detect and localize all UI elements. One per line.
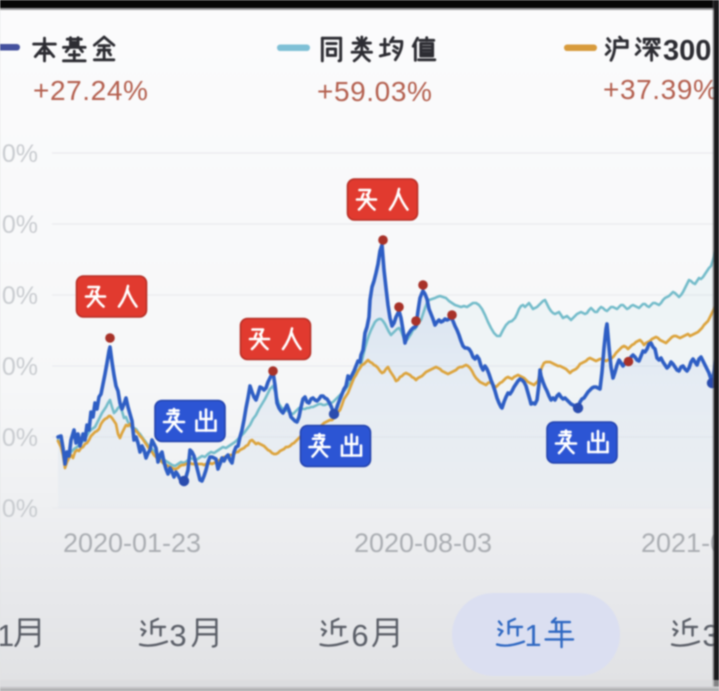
svg-text:300: 300	[663, 35, 711, 67]
svg-text:2021-01-22: 2021-01-22	[641, 528, 719, 558]
svg-text:+27.24%: +27.24%	[33, 75, 149, 106]
svg-text:0%: 0%	[2, 282, 38, 310]
svg-text:+59.03%: +59.03%	[317, 76, 433, 107]
svg-text:1: 1	[524, 618, 541, 653]
svg-text:0%: 0%	[2, 424, 38, 452]
svg-text:2020-01-23: 2020-01-23	[63, 528, 201, 558]
svg-text:2020-08-03: 2020-08-03	[354, 528, 492, 558]
svg-text:3: 3	[169, 618, 186, 653]
svg-text:0%: 0%	[2, 140, 38, 168]
svg-text:+37.39%: +37.39%	[603, 74, 719, 105]
svg-text:6: 6	[351, 618, 368, 653]
svg-text:0%: 0%	[2, 211, 38, 239]
svg-text:0%: 0%	[2, 353, 38, 381]
svg-text:0%: 0%	[2, 495, 38, 523]
svg-text:1: 1	[0, 618, 14, 653]
